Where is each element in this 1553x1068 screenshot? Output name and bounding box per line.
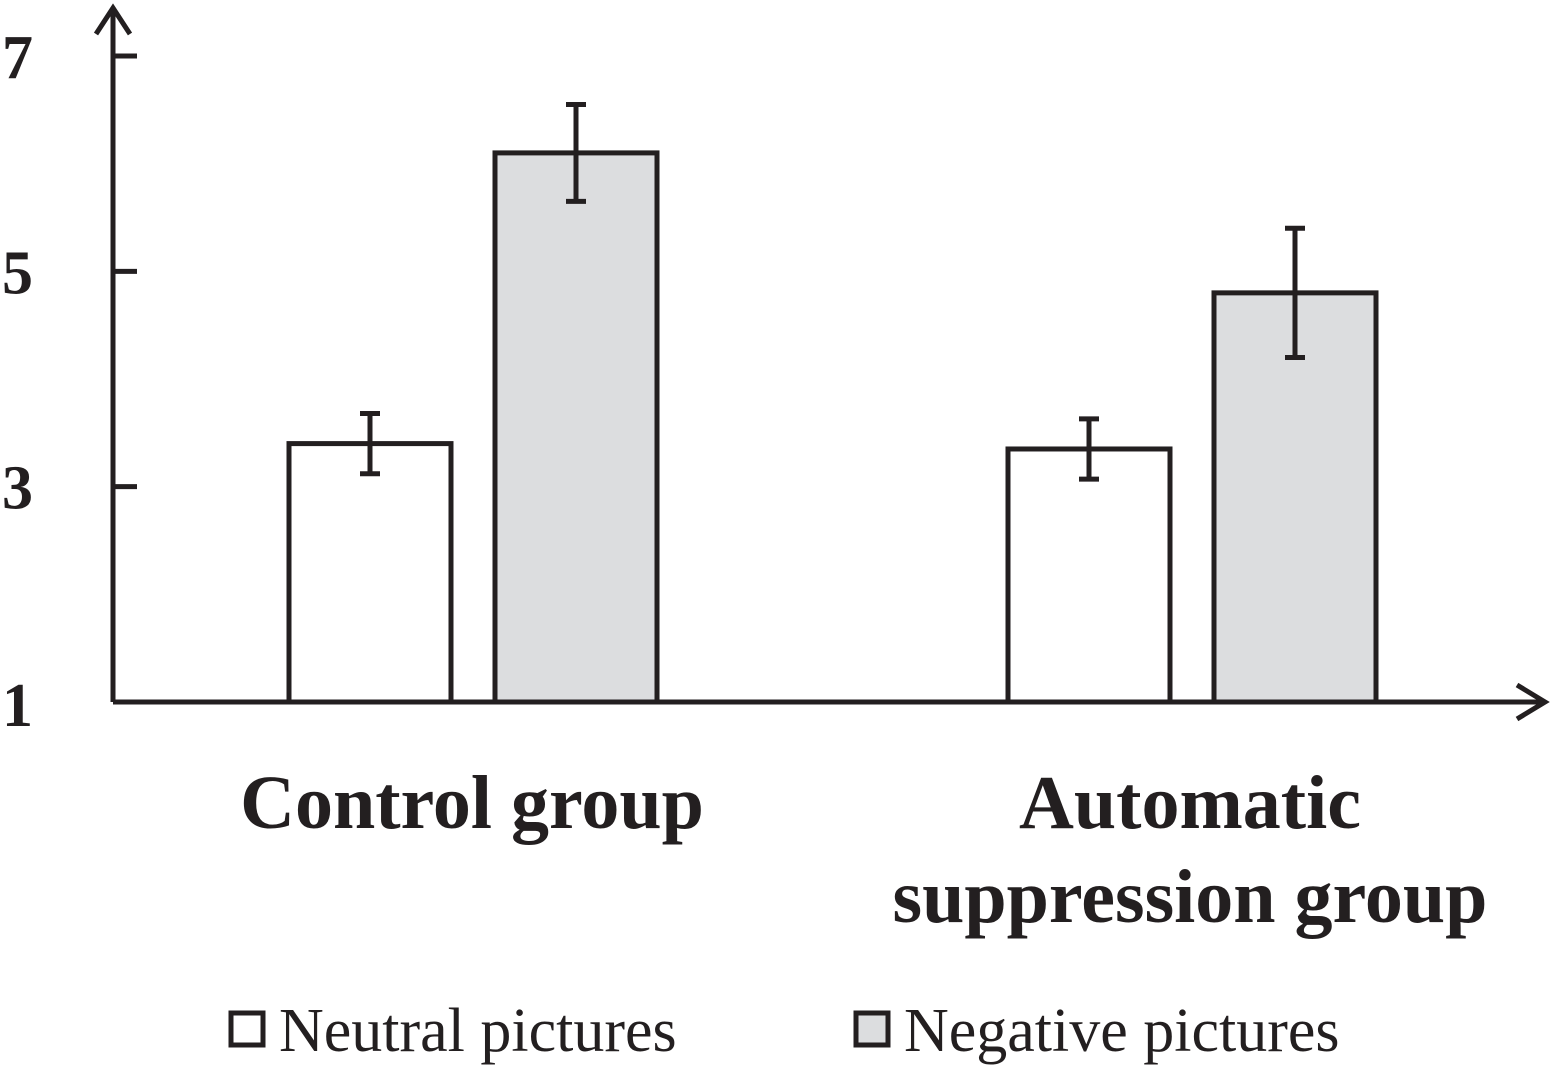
y-axis-arrow-icon <box>93 3 133 36</box>
category-label-line: Automatic <box>1019 761 1361 845</box>
bar-0-1 <box>492 150 660 705</box>
legend-label-1: Negative pictures <box>904 997 1340 1065</box>
legend: Neutral pictures Negative pictures <box>228 997 1340 1065</box>
category-labels: Control group Automatic suppression group <box>240 761 1487 939</box>
bar-0-0 <box>286 441 454 705</box>
y-tick-label: 5 <box>2 239 33 307</box>
bar-1-0 <box>1005 446 1173 705</box>
category-label-line: suppression group <box>893 855 1488 939</box>
error-bars <box>360 101 1305 482</box>
legend-swatch-1 <box>853 1010 891 1048</box>
legend-swatch-0 <box>228 1010 266 1048</box>
category-label: Automatic suppression group <box>893 761 1488 939</box>
bar-1-1 <box>1211 290 1379 705</box>
category-label: Control group <box>240 761 704 845</box>
y-tick-labels: 7 5 3 1 <box>2 24 33 740</box>
y-tick-label: 1 <box>2 672 33 740</box>
x-axis-arrow-icon <box>1515 682 1550 722</box>
bars <box>286 150 1379 705</box>
legend-label-0: Neutral pictures <box>279 997 677 1065</box>
y-tick-label: 3 <box>2 455 33 523</box>
y-tick-label: 7 <box>2 24 33 92</box>
category-label-line: Control group <box>240 761 704 845</box>
